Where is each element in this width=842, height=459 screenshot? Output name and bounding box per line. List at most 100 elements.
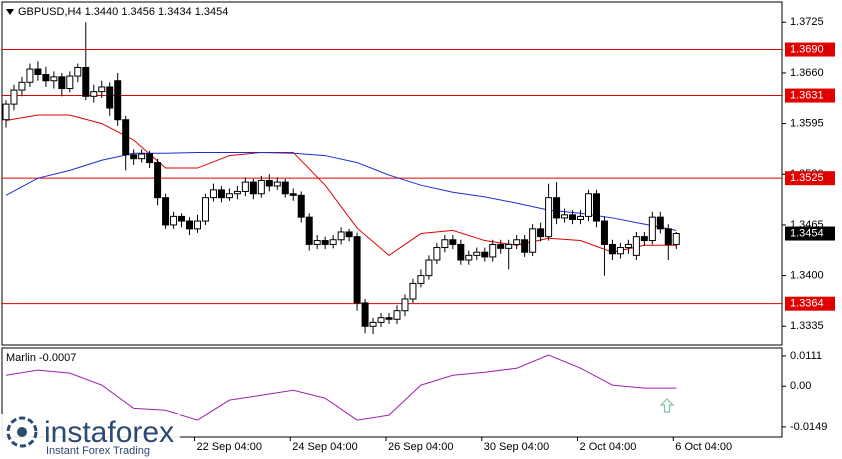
candle-body [273,181,281,187]
candle-body [553,197,561,219]
candle-body [26,68,34,83]
candle-body [154,162,162,199]
candle-body [600,220,608,245]
main-panel [1,1,783,346]
level-label: 1.3525 [790,172,824,184]
candle-body [233,190,241,195]
candle-body [329,239,337,245]
candle-body [672,233,680,245]
candle-body [66,75,74,90]
x-tick-label: 24 Sep 04:00 [292,441,357,453]
candle-body [513,239,521,245]
candle-body [441,239,449,249]
candle-body [337,231,345,241]
candle-body [313,240,321,245]
candle-body [58,76,66,90]
candle-body [361,302,369,327]
x-tick-label: 22 Sep 04:00 [196,441,261,453]
candle-body [10,89,18,105]
candle-body [98,86,106,93]
candle-body [577,215,585,220]
candle-body [281,181,289,195]
candle-body [664,228,672,245]
candle-body [592,193,600,222]
y-tick-label: 0.0111 [790,350,822,362]
candle-body [289,193,297,196]
candle-body [305,216,313,245]
candle-body [473,251,481,256]
candle-body [321,240,329,245]
indicator-line [5,354,677,421]
level-label-bg [785,171,835,186]
watermark-logo [6,416,38,448]
candle-body [409,282,417,300]
level-label-bg [785,88,835,103]
plot-layer: 1.37251.36601.35951.35301.34651.34001.33… [2,16,835,453]
candle-body [90,91,98,97]
candle-body [257,180,265,195]
candle-body [106,86,114,109]
candle-body [433,247,441,261]
candle-body [529,228,537,253]
candle-body [193,220,201,230]
level-label: 1.3631 [790,89,824,101]
candle-body [481,251,489,258]
candle-body [162,197,170,226]
candle-body [170,215,178,226]
candle-body [561,214,569,219]
y-tick-label: 1.3595 [790,118,824,130]
candle-body [497,243,505,249]
candle-body [42,73,50,82]
chart-title: GBPUSD,H4 1.3440 1.3456 1.3434 1.3454 [18,6,228,18]
candle-body [34,68,42,75]
candle-body [249,181,257,195]
candle-body [465,254,473,261]
candle-body [505,243,513,249]
candle-body [369,321,377,327]
candle-body [608,243,616,255]
level-label: 1.3690 [790,43,824,55]
candle-body [656,216,664,230]
y-tick-label: 0.00 [790,380,811,392]
candle-body [345,231,353,238]
candle-body [385,317,393,320]
candle-body [377,317,385,323]
level-label-bg [785,296,835,311]
candle-body [425,259,433,277]
watermark-brand: instaforex [44,416,174,449]
level-label-bg [785,42,835,57]
candle-body [114,80,122,121]
x-tick-label: 26 Sep 04:00 [388,441,453,453]
candle-body [624,243,632,249]
candle-body [265,180,273,187]
watermark: instaforex Instant Forex Trading [0,414,180,459]
x-tick-label: 2 Oct 04:00 [580,441,637,453]
indicator-panel [1,347,783,438]
watermark-tagline: Instant Forex Trading [46,445,150,457]
candle-body [122,119,130,156]
candle-body [632,236,640,256]
moving-average [5,114,677,256]
candle-body [217,189,225,199]
indicator-title: Marlin -0.0007 [6,352,76,364]
candle-body [616,247,624,255]
x-tick-label: 30 Sep 04:00 [484,441,549,453]
candle-body [640,236,648,242]
y-tick-label: -0.0149 [790,421,827,433]
candle-body [297,194,305,218]
candle-body [648,216,656,242]
candle-body [393,310,401,320]
candle-body [209,189,217,199]
menu-triangle [6,9,14,15]
candle-body [537,228,545,238]
candle-body [138,153,146,160]
candle-body [186,220,194,230]
level-label: 1.3364 [790,298,824,310]
candle-body [569,214,577,220]
candle-body [417,275,425,284]
candle-body [521,239,529,253]
candle-body [146,153,154,164]
candle-body [457,243,465,261]
